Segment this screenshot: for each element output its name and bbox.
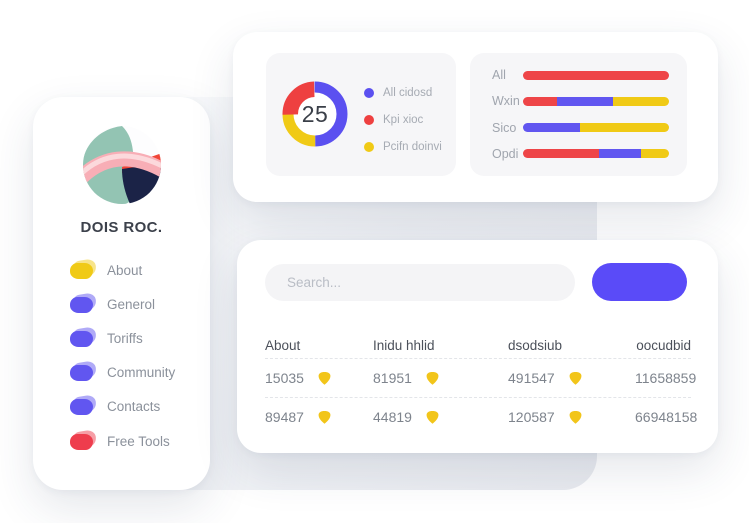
contacts-blob-icon: [70, 398, 93, 415]
legend-dot-icon: [364, 88, 374, 98]
sidebar-item-community[interactable]: Community: [70, 362, 210, 383]
bar-row-opdi: Opdi: [470, 147, 687, 161]
bar-row-sico: Sico: [470, 121, 687, 135]
legend-label: Pcifn doinvi: [383, 141, 442, 153]
data-table: About Inidu hhlid dsodsiub oocudbid 1503…: [265, 332, 697, 436]
table-cell: 491547: [508, 370, 635, 386]
column-header: dsodsiub: [508, 337, 563, 353]
donut-panel: 25 All cidosd Kpi xioc Pcifn doinvi: [266, 53, 456, 176]
sidebar-item-label: Toriffs: [107, 331, 143, 346]
cell-value: 89487: [265, 409, 304, 425]
sidebar: DOIS ROC. About Generol Toriffs Communit…: [33, 97, 210, 490]
donut-center-value: 25: [301, 100, 329, 127]
bar-row-all: All: [470, 68, 687, 82]
bg-shape-top-left: [0, 0, 190, 55]
donut-segment: [282, 81, 348, 147]
community-blob-icon: [70, 364, 93, 381]
bar-segment: [598, 149, 642, 159]
bg-shape-bottom-right: [640, 497, 749, 523]
brand-logo: [82, 125, 162, 205]
column-header: oocudbid: [636, 337, 691, 353]
sidebar-item-about[interactable]: About: [70, 260, 210, 281]
legend-item: Kpi xioc: [364, 111, 442, 129]
table-cell: 81951: [373, 370, 508, 386]
shield-icon: [569, 371, 582, 385]
stats-card: 25 All cidosd Kpi xioc Pcifn doinvi: [233, 32, 718, 202]
stacked-bar: [523, 70, 669, 80]
sidebar-item-label: Community: [107, 365, 176, 380]
table-card: About Inidu hhlid dsodsiub oocudbid 1503…: [237, 240, 718, 453]
sidebar-item-label: Free Tools: [107, 434, 170, 449]
sidebar-item-label: About: [107, 263, 143, 278]
bar-label: All: [492, 68, 506, 83]
sidebar-item-label: Contacts: [107, 399, 161, 414]
shield-icon: [426, 410, 439, 424]
sidebar-item-toriffs[interactable]: Toriffs: [70, 328, 210, 349]
table-cell: 120587: [508, 409, 635, 425]
donut-segment: [282, 81, 348, 147]
table-row[interactable]: 15035 81951 491547 11658859: [265, 358, 696, 397]
cell-value: 81951: [373, 370, 412, 386]
bar-segment: [579, 123, 669, 133]
search-input[interactable]: [265, 264, 575, 301]
donut-chart-svg: [282, 81, 348, 147]
shield-icon: [318, 371, 331, 385]
legend-dot-icon: [364, 142, 374, 152]
bar-segment: [612, 96, 669, 106]
bar-label: Sico: [492, 120, 517, 135]
primary-action-button[interactable]: [592, 263, 687, 301]
bar-row-wxin: Wxin: [470, 94, 687, 108]
stacked-bar: [523, 123, 669, 133]
table-cell: 11658859: [635, 370, 696, 386]
stacked-bar: [523, 149, 669, 159]
bars-panel: All Wxin Sico: [470, 53, 687, 176]
donut-legend: All cidosd Kpi xioc Pcifn doinvi: [364, 84, 442, 165]
donut-hole: [293, 92, 337, 136]
sidebar-item-label: Generol: [107, 297, 156, 312]
free-tools-blob-icon: [70, 433, 93, 450]
cell-value: 44819: [373, 409, 412, 425]
sidebar-item-generol[interactable]: Generol: [70, 294, 210, 315]
bar-segment: [523, 149, 599, 159]
bar-label: Wxin: [492, 94, 520, 109]
legend-item: Pcifn doinvi: [364, 138, 442, 156]
table-cell: 89487: [265, 409, 373, 425]
table-cell: 44819: [373, 409, 508, 425]
brand-logo-icon: [82, 126, 161, 204]
bar-segment: [523, 123, 580, 133]
column-header: Inidu hhlid: [373, 337, 435, 353]
table-row[interactable]: 89487 44819 120587 66948158: [265, 397, 697, 436]
shield-icon: [426, 371, 439, 385]
bar-label: Opdi: [492, 146, 519, 161]
bar-segment: [641, 149, 669, 159]
generol-blob-icon: [70, 296, 93, 313]
sidebar-item-free-tools[interactable]: Free Tools: [70, 431, 210, 452]
table-cell: 15035: [265, 370, 373, 386]
table-cell: 66948158: [635, 409, 697, 425]
shield-icon: [569, 410, 582, 424]
cell-value: 491547: [508, 370, 555, 386]
cell-value: 11658859: [635, 370, 697, 386]
cell-value: 15035: [265, 370, 304, 386]
legend-dot-icon: [364, 115, 374, 125]
cell-value: 66948158: [635, 409, 698, 425]
toriffs-blob-icon: [70, 330, 93, 347]
bar-segment: [523, 96, 558, 106]
legend-label: Kpi xioc: [383, 114, 424, 126]
donut-chart: 25: [277, 76, 353, 152]
brand-title: DOIS ROC.: [80, 219, 163, 236]
bar-segment: [557, 96, 613, 106]
bar-segment: [523, 70, 669, 80]
table-header-row: About Inidu hhlid dsodsiub oocudbid: [265, 332, 691, 358]
legend-item: All cidosd: [364, 84, 442, 102]
shield-icon: [318, 410, 331, 424]
cell-value: 120587: [508, 409, 555, 425]
legend-label: All cidosd: [383, 87, 433, 99]
column-header: About: [265, 337, 301, 353]
sidebar-nav: About Generol Toriffs Community Contacts…: [70, 260, 210, 452]
sidebar-item-contacts[interactable]: Contacts: [70, 396, 210, 417]
stacked-bar: [523, 96, 669, 106]
about-blob-icon: [70, 262, 93, 279]
